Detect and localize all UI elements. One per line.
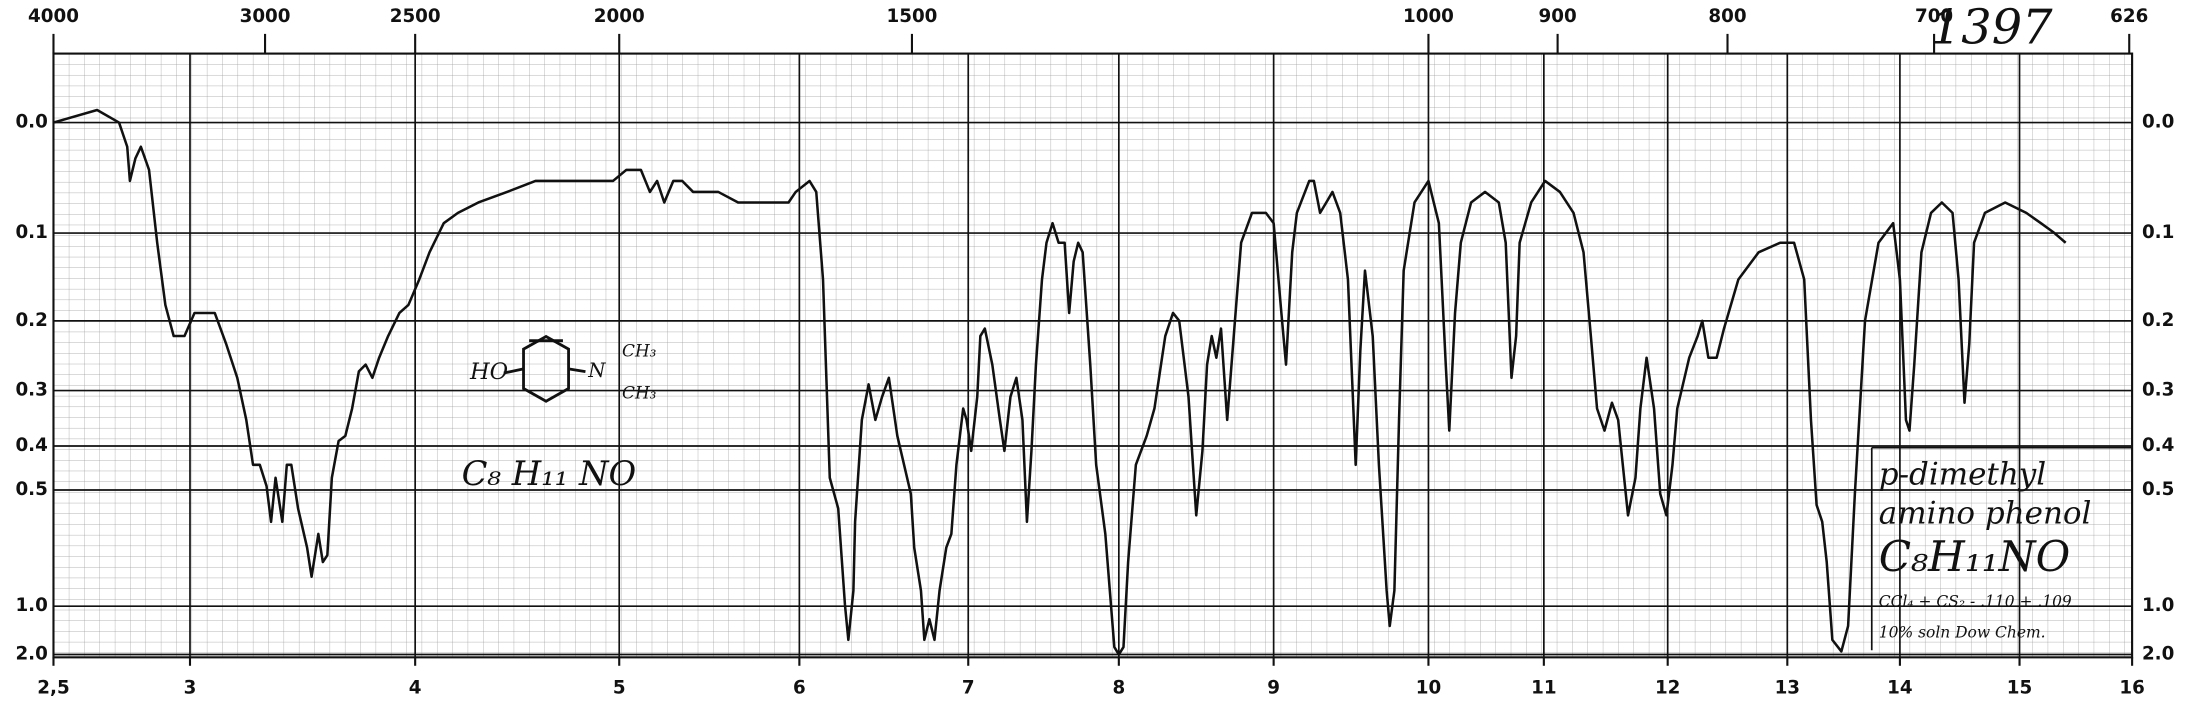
y-tick-label: 0.3 [15, 380, 47, 401]
annotation: CH₃ [622, 383, 657, 403]
x-tick-label: 16 [2119, 677, 2144, 698]
annotation: 10% soln Dow Chem. [1879, 623, 2046, 641]
y-tick-label: 0.4 [15, 435, 47, 456]
x-tick-label: 4 [409, 677, 422, 698]
annotation: p-dimethyl [1879, 456, 2046, 492]
x2-tick-label: 1500 [887, 6, 938, 27]
y-tick-label-right: 1.0 [2142, 595, 2174, 616]
x-tick-label: 10 [1416, 677, 1441, 698]
x-tick-label: 3 [184, 677, 197, 698]
x-tick-label: 14 [1887, 677, 1912, 698]
y-tick-label: 0.0 [15, 112, 47, 133]
x-tick-label: 15 [2007, 677, 2032, 698]
benzene-ring [522, 334, 570, 403]
y-tick-label-right: 0.2 [2142, 310, 2174, 331]
annotation: 1397 [1931, 1, 2053, 56]
annotation: C₈H₁₁NO [1879, 532, 2070, 581]
y-tick-label-right: 0.5 [2142, 479, 2174, 500]
x2-tick-label: 626 [2110, 6, 2148, 27]
bond [568, 367, 586, 374]
spectrum-line [53, 108, 2067, 656]
x-tick-label: 2,5 [37, 677, 69, 698]
annotation: HO [469, 359, 508, 385]
x2-tick-label: 800 [1708, 6, 1746, 27]
x2-tick-label: 1000 [1403, 6, 1454, 27]
x-tick-label: 13 [1775, 677, 1800, 698]
x-tick-label: 8 [1112, 677, 1125, 698]
y-tick-label: 1.0 [15, 595, 47, 616]
x2-tick-label: 2500 [390, 6, 441, 27]
annotation: C₈ H₁₁ NO [462, 454, 637, 493]
x-tick-label: 12 [1655, 677, 1680, 698]
y-tick-label: 0.5 [15, 479, 47, 500]
annotation: N [587, 359, 606, 382]
x-tick-label: 5 [613, 677, 626, 698]
chart-paper [53, 53, 2133, 658]
y-tick-label-right: 2.0 [2142, 644, 2174, 665]
x-tick-label: 7 [962, 677, 975, 698]
x2-tick-label: 900 [1539, 6, 1577, 27]
x-tick-label: 11 [1531, 677, 1556, 698]
bond [503, 367, 524, 375]
x-tick-label: 6 [793, 677, 806, 698]
x2-tick-label: 700 [1915, 6, 1953, 27]
y-tick-label-right: 0.1 [2142, 222, 2174, 243]
y-tick-label-right: 0.3 [2142, 380, 2174, 401]
x2-tick-label: 3000 [240, 6, 291, 27]
annotation: CH₃ [622, 340, 657, 360]
y-tick-label: 2.0 [15, 644, 47, 665]
y-tick-label: 0.2 [15, 310, 47, 331]
x2-tick-label: 4000 [28, 6, 79, 27]
y-tick-label-right: 0.4 [2142, 435, 2174, 456]
y-tick-label-right: 0.0 [2142, 112, 2174, 133]
x2-tick-label: 2000 [594, 6, 645, 27]
y-tick-label: 0.1 [15, 222, 47, 243]
annotation: amino phenol [1879, 496, 2092, 532]
annotation: CCl₄ + CS₂ - .110 + .109 [1879, 592, 2072, 610]
x-tick-label: 9 [1267, 677, 1280, 698]
